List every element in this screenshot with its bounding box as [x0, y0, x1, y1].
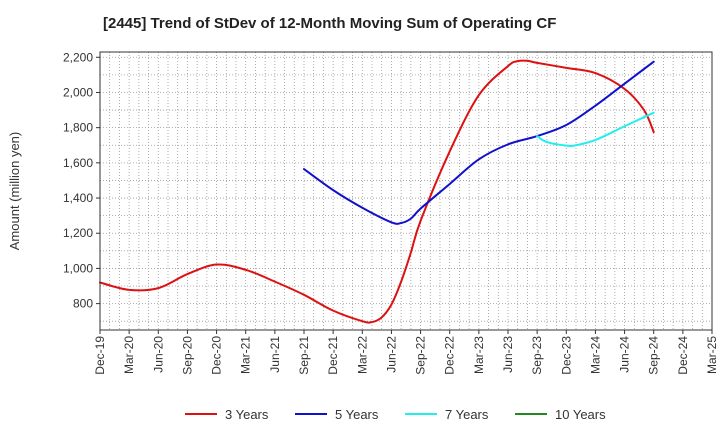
y-tick-label: 1,000 [63, 261, 93, 275]
x-tick-label: Jun-21 [268, 336, 282, 373]
x-tick-label: Sep-21 [297, 336, 311, 375]
x-tick-label: Mar-23 [472, 336, 486, 374]
legend: 3 Years 5 Years 7 Years 10 Years [185, 407, 606, 422]
x-tick-label: Dec-21 [326, 336, 340, 375]
x-tick-label: Dec-24 [676, 336, 690, 375]
x-axis-ticks: Dec-19 Mar-20 Jun-20 Sep-20 Dec-20 Mar-21 Jun-… [93, 330, 719, 375]
series-line-3-years [99, 59, 655, 324]
x-tick-label: Dec-22 [443, 336, 457, 375]
x-tick-label: Mar-20 [122, 336, 136, 374]
x-tick-label: Dec-19 [93, 336, 107, 375]
chart-title: [2445] Trend of StDev of 12-Month Moving… [103, 15, 556, 32]
x-tick-label: Jun-23 [501, 336, 515, 373]
x-tick-label: Sep-20 [180, 336, 194, 375]
x-tick-label: Jun-20 [151, 336, 165, 373]
x-tick-label: Dec-23 [559, 336, 573, 375]
x-tick-label: Jun-24 [618, 336, 632, 373]
x-tick-label: Mar-22 [355, 336, 369, 374]
x-tick-label: Mar-21 [239, 336, 253, 374]
x-tick-label: Mar-24 [588, 336, 602, 374]
y-tick-label: 2,000 [63, 85, 93, 99]
legend-label-7-years: 7 Years [445, 407, 489, 422]
y-tick-label: 800 [73, 297, 93, 311]
x-tick-label: Sep-22 [414, 336, 428, 375]
x-tick-label: Mar-25 [705, 336, 719, 374]
legend-label-5-years: 5 Years [335, 407, 379, 422]
series-layer [99, 59, 655, 324]
series-line-5-years [303, 60, 655, 225]
x-tick-label: Dec-20 [210, 336, 224, 375]
plot-frame [99, 51, 713, 331]
y-tick-label: 2,200 [63, 50, 93, 64]
x-tick-label: Sep-24 [647, 336, 661, 375]
series-line-7-years [536, 111, 655, 147]
y-tick-label: 1,400 [63, 191, 93, 205]
y-tick-label: 1,600 [63, 156, 93, 170]
x-tick-label: Sep-23 [530, 336, 544, 375]
y-tick-label: 1,800 [63, 121, 93, 135]
plot-area [100, 52, 712, 330]
y-axis-ticks: 800 1,000 1,200 1,400 1,600 1,800 2,000 2,200 [63, 50, 100, 311]
y-axis-label: Amount (million yen) [7, 132, 22, 251]
x-tick-label: Jun-22 [384, 336, 398, 373]
legend-label-10-years: 10 Years [555, 407, 606, 422]
y-tick-label: 1,200 [63, 226, 93, 240]
legend-label-3-years: 3 Years [225, 407, 269, 422]
